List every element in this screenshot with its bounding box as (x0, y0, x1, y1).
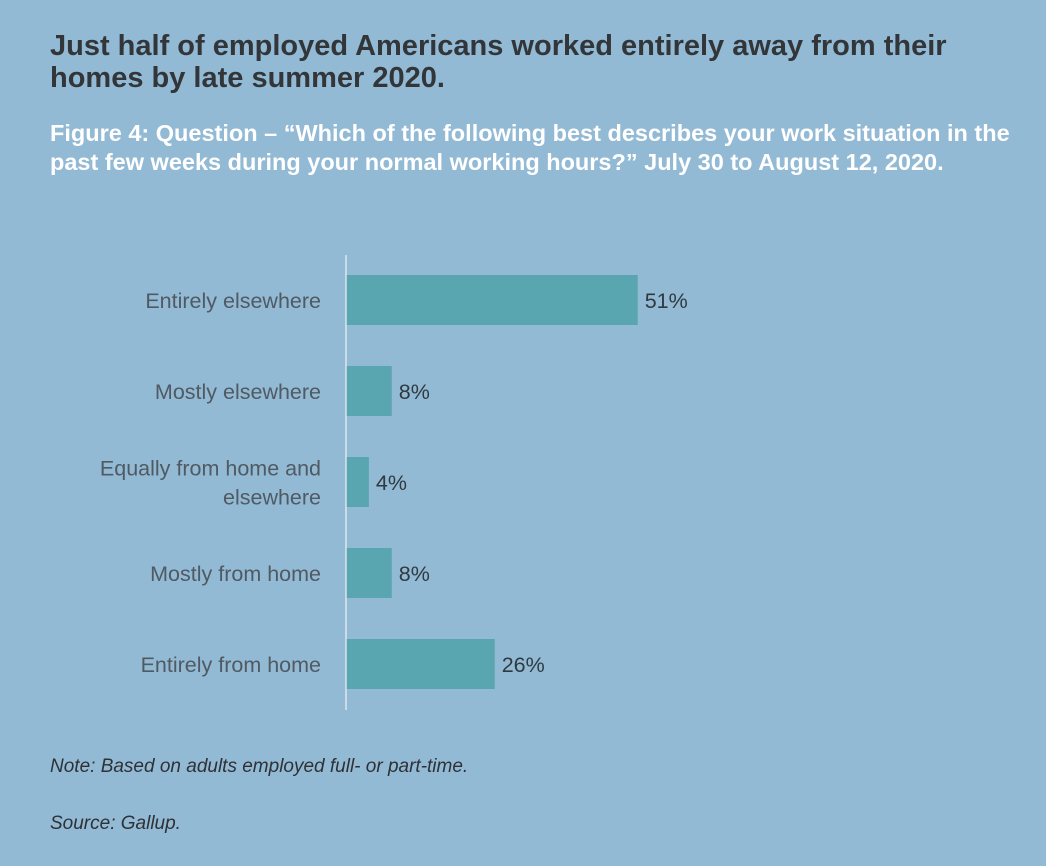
category-label: Equally from home and elsewhere (100, 457, 321, 510)
bar (346, 457, 369, 507)
value-label: 26% (502, 653, 545, 677)
chart-subtitle: Figure 4: Question – “Which of the follo… (50, 120, 1010, 175)
chart-source: Source: Gallup. (50, 813, 181, 834)
category-label: Entirely elsewhere (145, 289, 321, 313)
category-label: Mostly elsewhere (155, 380, 321, 404)
bar (346, 366, 392, 416)
value-label: 51% (645, 289, 688, 313)
category-label: Mostly from home (150, 562, 321, 586)
bar (346, 548, 392, 598)
bar (346, 639, 495, 689)
chart-note: Note: Based on adults employed full- or … (50, 756, 469, 777)
chart-title: Just half of employed Americans worked e… (50, 30, 947, 94)
category-label: Entirely from home (141, 653, 321, 677)
value-label: 8% (399, 380, 430, 404)
bar (346, 275, 638, 325)
value-label: 8% (399, 562, 430, 586)
value-label: 4% (376, 471, 407, 495)
